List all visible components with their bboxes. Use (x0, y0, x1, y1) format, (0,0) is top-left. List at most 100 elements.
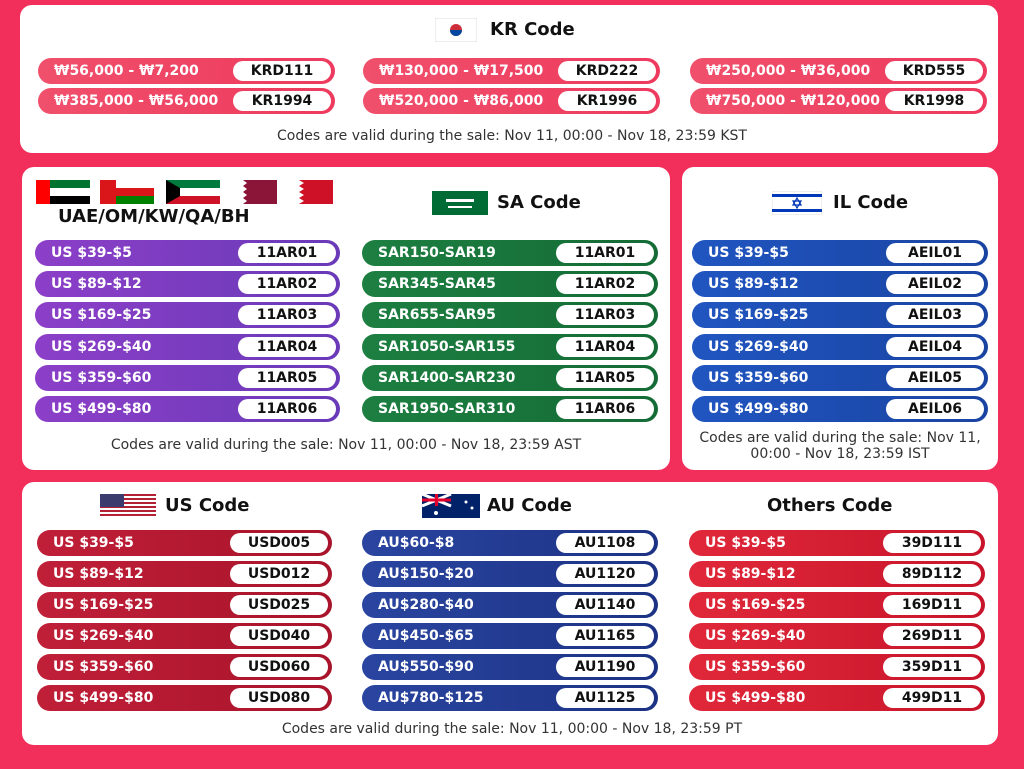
promo-code: KR1994 (233, 91, 331, 111)
flag-stripe (100, 196, 154, 204)
validity-note: Codes are valid during the sale: Nov 11,… (110, 437, 582, 453)
flag-stripe (36, 196, 90, 204)
price-range: US $269-$40 (708, 338, 809, 355)
price-range: ₩750,000 - ₩120,000 (706, 93, 880, 109)
price-range: US $499-$80 (53, 690, 154, 706)
price-range: ₩250,000 - ₩36,000 (706, 63, 871, 79)
code-pill: US $89-$12 USD012 (37, 561, 332, 587)
price-range: US $359-$60 (705, 659, 806, 675)
promo-code: USD005 (230, 533, 328, 553)
section-title: Others Code (767, 495, 893, 516)
price-range: AU$450-$65 (378, 628, 474, 644)
promo-code: KRD555 (885, 61, 983, 81)
promo-code: AU1190 (556, 657, 654, 677)
code-pill: US $359-$60 359D11 (689, 654, 985, 680)
price-range: US $499-$80 (705, 690, 806, 706)
promo-code: 11AR05 (238, 367, 336, 388)
code-pill: ₩520,000 - ₩86,000 KR1996 (363, 88, 660, 114)
promo-code: KRD111 (233, 61, 331, 81)
price-range: SAR345-SAR45 (378, 276, 496, 293)
promo-code: 11AR05 (556, 367, 654, 388)
promo-code: 359D11 (883, 657, 981, 677)
section-title: IL Code (833, 192, 909, 213)
price-range: SAR1950-SAR310 (378, 401, 516, 417)
flag-bg (432, 191, 488, 215)
promo-code: 11AR06 (556, 399, 654, 419)
code-pill: SAR1400-SAR230 11AR05 (362, 364, 658, 391)
price-range: AU$60-$8 (378, 535, 455, 551)
code-pill: AU$780-$125 AU1125 (362, 685, 658, 711)
code-pill: ₩385,000 - ₩56,000 KR1994 (38, 88, 335, 114)
price-range: AU$780-$125 (378, 690, 484, 706)
code-pill: AU$450-$65 AU1165 (362, 623, 658, 649)
promo-code: AEIL03 (886, 305, 984, 326)
code-pill: SAR345-SAR45 11AR02 (362, 271, 658, 298)
price-range: US $39-$5 (708, 245, 789, 261)
price-range: SAR1400-SAR230 (378, 369, 516, 386)
price-range: US $89-$12 (51, 276, 142, 293)
promo-code: KR1998 (885, 91, 983, 111)
promo-code: AEIL01 (886, 243, 984, 263)
price-range: US $89-$12 (53, 566, 144, 582)
flag-star (470, 506, 474, 510)
promo-code: KR1996 (558, 91, 656, 111)
price-range: US $89-$12 (708, 276, 799, 293)
promo-code: 269D11 (883, 626, 981, 646)
code-pill: US $39-$5 11AR01 (35, 240, 340, 266)
au-flag (422, 494, 480, 518)
price-range: ₩520,000 - ₩86,000 (379, 93, 544, 109)
code-pill: US $269-$40 AEIL04 (692, 333, 988, 360)
promo-code: 89D112 (883, 564, 981, 584)
price-range: US $269-$40 (53, 628, 154, 644)
promo-code: 11AR03 (238, 305, 336, 326)
flag-script (446, 199, 474, 202)
flag-canton (100, 494, 124, 507)
kw-flag (166, 180, 220, 204)
flag-half (450, 30, 462, 36)
flag-star (434, 511, 438, 515)
price-range: US $499-$80 (708, 401, 809, 417)
promo-code: 11AR06 (238, 399, 336, 419)
promo-code: 11AR01 (556, 243, 654, 263)
section-title: US Code (165, 495, 250, 516)
price-range: AU$280-$40 (378, 597, 474, 613)
code-pill: SAR150-SAR19 11AR01 (362, 240, 658, 266)
section-title: AU Code (487, 495, 572, 516)
qa-flag (231, 180, 277, 204)
kr-flag (435, 18, 477, 42)
price-range: US $359-$60 (51, 369, 152, 386)
flag-star (464, 500, 468, 504)
price-range: US $269-$40 (51, 338, 152, 355)
code-pill: US $269-$40 11AR04 (35, 333, 340, 360)
flag-stripe (36, 180, 90, 188)
promo-code: AU1108 (556, 533, 654, 553)
code-pill: US $499-$80 499D11 (689, 685, 985, 711)
promo-code: AU1120 (556, 564, 654, 584)
price-range: US $169-$25 (708, 307, 809, 324)
flag-stripe (772, 209, 822, 212)
price-range: US $169-$25 (51, 307, 152, 324)
promo-code: AEIL06 (886, 399, 984, 419)
code-pill: ₩250,000 - ₩36,000 KRD555 (690, 58, 987, 84)
code-pill: US $269-$40 269D11 (689, 623, 985, 649)
section-title: UAE/OM/KW/QA/BH (58, 206, 250, 227)
promo-code: USD040 (230, 626, 328, 646)
validity-note: Codes are valid during the sale: Nov 11,… (281, 721, 743, 737)
flag-stripe (166, 188, 220, 196)
price-range: US $169-$25 (705, 597, 806, 613)
validity-note: Codes are valid during the sale: Nov 11,… (699, 430, 981, 462)
promo-code: USD012 (230, 564, 328, 584)
code-pill: SAR1950-SAR310 11AR06 (362, 396, 658, 422)
flag-stripe (166, 196, 220, 204)
code-pill: US $359-$60 USD060 (37, 654, 332, 680)
flag-serration (231, 180, 247, 204)
code-pill: US $89-$12 AEIL02 (692, 271, 988, 298)
promo-code: AEIL05 (886, 367, 984, 388)
code-pill: US $169-$25 AEIL03 (692, 302, 988, 329)
promo-code: 11AR02 (556, 274, 654, 295)
promo-code: 11AR04 (238, 336, 336, 357)
price-range: US $499-$80 (51, 401, 152, 417)
flag-sword (448, 206, 472, 208)
price-range: US $359-$60 (708, 369, 809, 386)
